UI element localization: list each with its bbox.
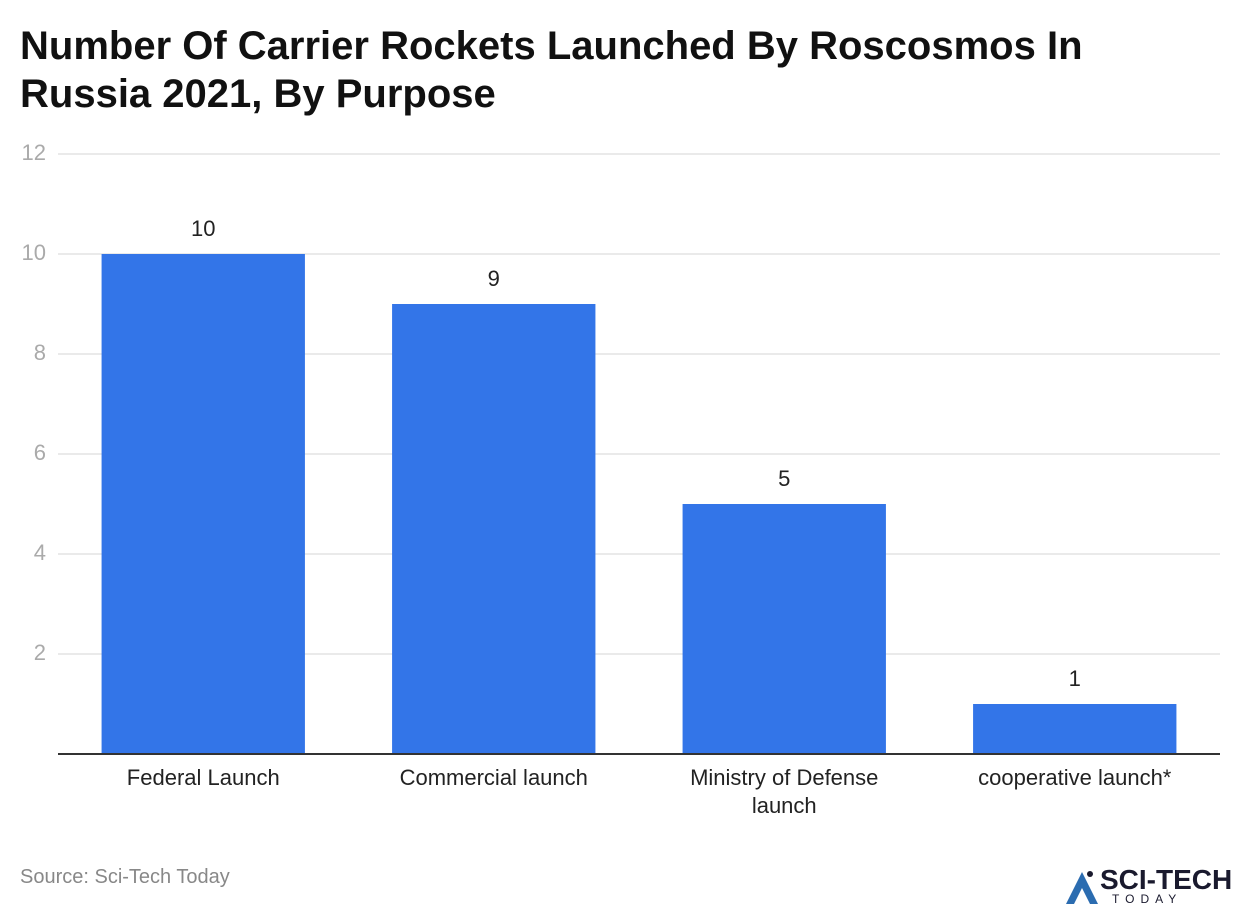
source: Source: Sci-Tech Today [20,866,230,888]
logo: SCI-TECH TODAY [1064,864,1240,908]
chart-title: Number Of Carrier Rockets Launched By Ro… [20,24,1083,116]
x-tick-label: cooperative launch* [978,765,1172,790]
y-tick-label: 6 [34,440,46,465]
bar [101,254,305,754]
value-label: 1 [1069,666,1081,691]
y-tick-label: 2 [34,640,46,665]
x-tick-label: Ministry of Defense launch [690,765,879,818]
bar [973,704,1177,754]
value-label: 9 [488,266,500,291]
value-label: 10 [191,216,215,241]
y-tick-label: 8 [34,340,46,365]
x-tick-label: Federal Launch [126,765,280,790]
bar [392,304,596,754]
logo-tagline: TODAY [1112,892,1183,906]
y-tick-label: 12 [22,140,46,165]
bar [682,504,886,754]
value-label: 5 [778,466,790,491]
logo-name: SCI-TECH [1100,864,1233,895]
logo-icon [1066,871,1098,904]
y-tick-label: 4 [34,540,46,565]
y-tick-label: 10 [22,240,46,265]
x-tick-label: Commercial launch [399,765,588,790]
